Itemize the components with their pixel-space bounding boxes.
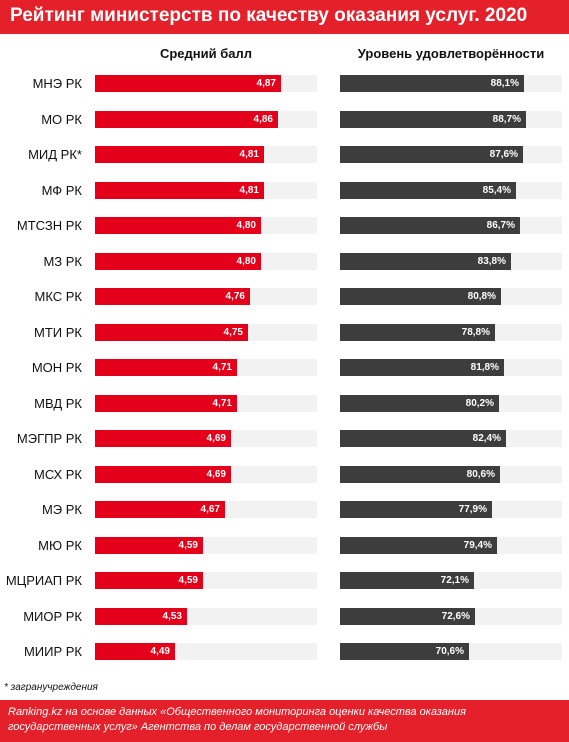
score-value-label: 4,67: [200, 504, 220, 515]
score-value-label: 4,80: [236, 256, 256, 267]
satisfaction-value-label: 82,4%: [472, 433, 501, 444]
score-bar: [95, 430, 231, 447]
satisfaction-column-header: Уровень удовлетворённости: [357, 46, 545, 61]
score-bar: [95, 359, 237, 376]
satisfaction-bar: [340, 75, 524, 92]
satisfaction-value-label: 80,6%: [466, 469, 495, 480]
satisfaction-value-label: 86,7%: [486, 220, 515, 231]
category-label: МВД РК: [34, 396, 82, 411]
score-bar: [95, 572, 203, 589]
score-bar: [95, 182, 264, 199]
score-bar: [95, 395, 237, 412]
category-label: МФ РК: [41, 183, 82, 198]
score-value-label: 4,80: [236, 220, 256, 231]
satisfaction-value-label: 78,8%: [461, 327, 490, 338]
satisfaction-bar: [340, 111, 526, 128]
score-value-label: 4,49: [150, 646, 170, 657]
satisfaction-bar: [340, 324, 495, 341]
score-bar: [95, 146, 264, 163]
category-label: МИОР РК: [23, 609, 82, 624]
satisfaction-value-label: 72,6%: [441, 611, 470, 622]
score-value-label: 4,59: [178, 575, 198, 586]
category-label: МКС РК: [34, 289, 83, 304]
satisfaction-bar: [340, 395, 499, 412]
satisfaction-value-label: 85,4%: [482, 185, 511, 196]
score-bar: [95, 253, 261, 270]
score-value-label: 4,59: [178, 540, 198, 551]
source-note: Ranking.kz на основе данных «Общественно…: [8, 706, 466, 733]
satisfaction-bar: [340, 430, 506, 447]
satisfaction-bar: [340, 608, 475, 625]
score-column-header: Средний балл: [159, 46, 253, 61]
satisfaction-bar: [340, 288, 501, 305]
satisfaction-value-label: 83,8%: [477, 256, 506, 267]
satisfaction-bar: [340, 643, 469, 660]
satisfaction-bar: [340, 253, 511, 270]
score-value-label: 4,75: [223, 327, 243, 338]
score-value-label: 4,69: [206, 469, 226, 480]
score-value-label: 4,71: [212, 398, 232, 409]
category-label: МЭГПР РК: [16, 431, 82, 446]
category-label: МТСЗН РК: [16, 218, 82, 233]
category-label: МОН РК: [31, 360, 82, 375]
category-label: МЦРИАП РК: [5, 573, 82, 588]
category-label: МИД РК*: [28, 147, 82, 162]
score-value-label: 4,81: [239, 149, 259, 160]
category-label: МНЭ РК: [32, 76, 82, 91]
source-bar: Ranking.kz на основе данных «Общественно…: [0, 700, 569, 742]
score-value-label: 4,53: [162, 611, 182, 622]
satisfaction-bar: [340, 146, 523, 163]
category-label: МЗ РК: [43, 254, 82, 269]
title-bar: Рейтинг министерств по качеству оказания…: [0, 0, 569, 34]
score-bar: [95, 608, 187, 625]
category-label: МО РК: [41, 112, 82, 127]
category-label: МИИР РК: [23, 644, 82, 659]
score-value-label: 4,71: [212, 362, 232, 373]
score-value-label: 4,69: [206, 433, 226, 444]
satisfaction-value-label: 79,4%: [463, 540, 492, 551]
satisfaction-bar: [340, 359, 504, 376]
satisfaction-value-label: 77,9%: [458, 504, 487, 515]
satisfaction-value-label: 80,8%: [467, 291, 496, 302]
satisfaction-bar: [340, 217, 520, 234]
score-bar: [95, 501, 225, 518]
satisfaction-value-label: 80,2%: [465, 398, 494, 409]
score-value-label: 4,76: [225, 291, 245, 302]
category-label: МЭ РК: [41, 502, 82, 517]
category-label: МТИ РК: [34, 325, 82, 340]
satisfaction-value-label: 70,6%: [435, 646, 464, 657]
score-bar: [95, 537, 203, 554]
satisfaction-bar: [340, 466, 500, 483]
score-bar: [95, 75, 281, 92]
chart-title: Рейтинг министерств по качеству оказания…: [10, 5, 528, 26]
satisfaction-bar: [340, 182, 516, 199]
satisfaction-value-label: 72,1%: [440, 575, 469, 586]
score-bar: [95, 324, 248, 341]
satisfaction-bar: [340, 501, 492, 518]
footnote: * загранучреждения: [4, 682, 98, 693]
score-value-label: 4,81: [239, 185, 259, 196]
score-bar: [95, 111, 278, 128]
score-value-label: 4,86: [253, 114, 273, 125]
satisfaction-value-label: 88,1%: [490, 78, 519, 89]
score-bar: [95, 288, 250, 305]
satisfaction-bar: [340, 572, 474, 589]
score-value-label: 4,87: [256, 78, 276, 89]
category-label: МЮ РК: [38, 538, 82, 553]
satisfaction-value-label: 88,7%: [492, 114, 521, 125]
score-bar: [95, 643, 175, 660]
category-label: МСХ РК: [33, 467, 82, 482]
satisfaction-value-label: 87,6%: [489, 149, 518, 160]
score-bar: [95, 217, 261, 234]
satisfaction-bar: [340, 537, 497, 554]
score-bar: [95, 466, 231, 483]
satisfaction-value-label: 81,8%: [470, 362, 499, 373]
